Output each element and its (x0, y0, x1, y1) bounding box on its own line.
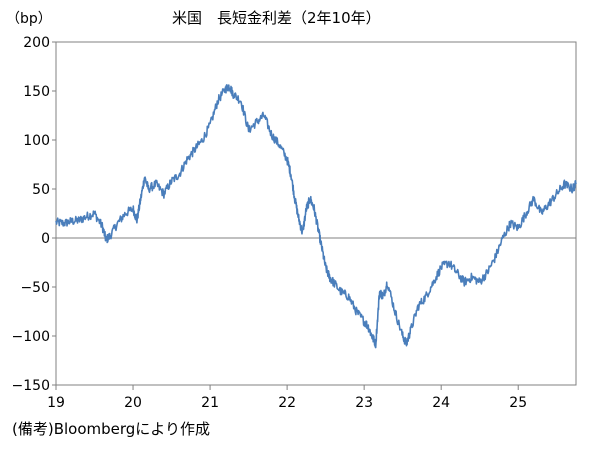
line-chart: （bp） 米国 長短金利差（2年10年） 200 150 100 50 0 −50 −100… (6, 9, 577, 411)
y-tick-label: −50 (20, 280, 50, 296)
series-line (55, 84, 577, 349)
x-tick-label: 20 (124, 395, 142, 411)
y-tick-label: 200 (23, 35, 50, 51)
x-tick-label: 21 (201, 395, 219, 411)
y-tick-label: 150 (23, 84, 50, 100)
x-tick-label: 22 (278, 395, 296, 411)
x-tick-label: 25 (509, 395, 527, 411)
footnote: (備考)Bloombergにより作成 (12, 420, 211, 438)
x-tick-label: 23 (355, 395, 373, 411)
y-axis-unit: （bp） (6, 11, 52, 27)
x-tick-label: 24 (432, 395, 450, 411)
y-tick-label: −150 (12, 378, 50, 394)
x-tick-label: 19 (47, 395, 65, 411)
chart-title: 米国 長短金利差（2年10年） (172, 9, 381, 27)
y-tick-label: 0 (41, 231, 50, 247)
y-tick-label: 100 (23, 133, 50, 149)
plot-frame (55, 41, 577, 386)
y-tick-label: −100 (12, 329, 50, 345)
y-tick-label: 50 (32, 182, 50, 198)
